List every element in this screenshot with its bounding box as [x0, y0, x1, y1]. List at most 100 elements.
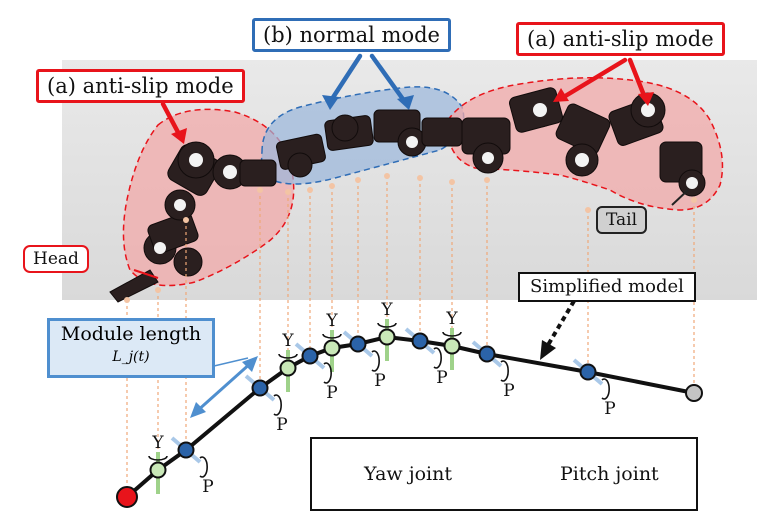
pitch-joint-marker — [478, 345, 496, 363]
normal-mode-callout: (b) normal mode — [252, 18, 451, 52]
module-length-symbol: L_j(t) — [112, 349, 150, 365]
guide-anchor — [329, 183, 335, 189]
yaw-joint-marker — [279, 359, 297, 377]
arrowhead — [553, 88, 569, 102]
arrowhead — [397, 95, 414, 110]
arrowhead — [638, 92, 654, 106]
guide-anchor — [355, 177, 361, 183]
legend-yaw-label: Yaw joint — [364, 463, 452, 485]
robot-head-module — [109, 269, 159, 303]
pitch-joint-marker — [411, 332, 429, 350]
yaw-label: Y — [151, 433, 164, 453]
module-box-connector — [213, 357, 249, 367]
tail-label: Tail — [596, 206, 648, 234]
module-length-title: Module length — [60, 323, 202, 345]
yaw-rotation-arrow — [148, 455, 168, 461]
normal-mode-arrow-right — [369, 53, 408, 105]
head-marker — [116, 486, 138, 508]
guide-anchor — [585, 207, 591, 213]
wheel-hub — [189, 153, 203, 167]
wheel-hub — [223, 165, 237, 179]
pitch-label: P — [374, 371, 385, 391]
pitch-label: P — [202, 477, 213, 497]
robot-module — [239, 159, 277, 187]
head-connector — [133, 269, 159, 279]
robot-wheel — [331, 114, 359, 142]
legend-pitch-label: Pitch joint — [560, 463, 659, 485]
guide-anchor — [124, 297, 130, 303]
yaw-rotation-arrow — [442, 331, 462, 337]
guide-anchor — [449, 179, 455, 185]
wheel-hub — [686, 177, 698, 189]
pitch-label: P — [276, 415, 287, 435]
guide-anchor — [691, 197, 697, 203]
yaw-joint-marker — [149, 461, 167, 479]
wheel-hub — [482, 152, 494, 164]
yaw-label: Y — [281, 331, 294, 351]
callout-arrows — [160, 53, 648, 139]
pitch-joint-marker — [177, 441, 195, 459]
pitch-joint-marker — [251, 379, 269, 397]
simplified-model-label: Simplified model — [518, 272, 696, 302]
yaw-joint-marker — [323, 339, 341, 357]
rotation-arrows — [148, 322, 610, 478]
pitch-joint-marker — [301, 347, 319, 365]
anti-slip-callout-left: (a) anti-slip mode — [36, 69, 245, 103]
yaw-joint-marker — [443, 337, 461, 355]
module-length-box: Module length L_j(t) — [47, 318, 215, 378]
guide-anchor — [183, 217, 189, 223]
simplified-model-arrowhead — [540, 340, 556, 360]
arrowhead — [322, 95, 339, 110]
guide-anchor — [155, 287, 161, 293]
yaw-label: Y — [445, 309, 458, 329]
pitch-rotation-arrow — [371, 350, 380, 372]
pitch-rotation-arrow — [273, 394, 282, 416]
legend-box: Yaw joint Pitch joint — [310, 437, 698, 511]
pitch-rotation-arrow — [601, 378, 610, 400]
module-length-shaft — [195, 360, 253, 414]
wheel-hub — [641, 103, 655, 117]
guide-anchor — [257, 187, 263, 193]
robot-wheel — [287, 152, 313, 178]
pitch-label: P — [326, 383, 337, 403]
module-length-head-b — [242, 356, 258, 372]
robot-module — [421, 117, 463, 147]
wheel-hub — [575, 153, 589, 167]
guide-anchor — [417, 175, 423, 181]
anti-slip-right-arrow-a — [559, 57, 628, 101]
joint-markers — [116, 328, 703, 508]
robot-wheel — [173, 247, 203, 277]
guide-anchor — [384, 173, 390, 179]
pitch-joint-marker — [579, 363, 597, 381]
arrowhead — [171, 128, 187, 144]
pitch-rotation-arrow — [500, 360, 509, 382]
tail-connector — [671, 189, 689, 206]
yaw-joint-marker — [378, 328, 396, 346]
joint-labels: Y P P Y P Y P Y P Y P P — [151, 300, 615, 497]
robot-wheel-hubs — [154, 103, 698, 254]
pitch-label: P — [503, 381, 514, 401]
pitch-rotation-arrow — [323, 362, 332, 384]
pitch-label: P — [436, 368, 447, 388]
pitch-joint-marker — [349, 335, 367, 353]
wheel-hub — [406, 136, 418, 148]
module-length-arrow — [190, 356, 258, 418]
yaw-rotation-arrow — [278, 353, 298, 359]
pitch-rotation-arrow — [433, 347, 442, 369]
guide-anchor — [307, 187, 313, 193]
yaw-rotation-arrow — [377, 322, 397, 328]
anti-slip-right-arrow-b — [627, 57, 648, 101]
yaw-rotation-arrow — [322, 333, 342, 339]
guide-anchor — [285, 189, 291, 195]
normal-mode-arrow-left — [327, 53, 363, 105]
yaw-label: Y — [325, 311, 338, 331]
anti-slip-left-arrow — [160, 101, 183, 139]
module-length-head-a — [190, 402, 206, 418]
pitch-label: P — [604, 399, 615, 419]
tail-marker — [685, 384, 703, 402]
head-label: Head — [23, 245, 89, 273]
wheel-hub — [154, 242, 166, 254]
yaw-label: Y — [380, 300, 393, 320]
